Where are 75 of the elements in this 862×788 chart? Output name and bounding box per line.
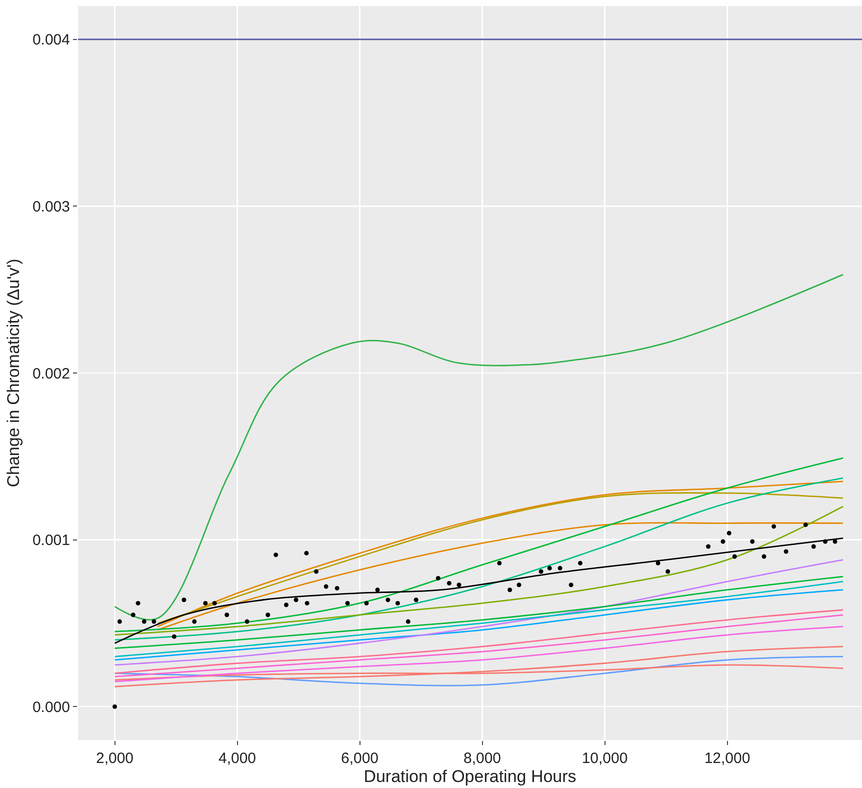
line-series — [114, 626, 844, 682]
point — [762, 554, 766, 559]
point — [324, 584, 328, 589]
point — [578, 560, 582, 566]
point — [224, 612, 230, 618]
point — [345, 600, 350, 606]
x-tick-label: 12,000 — [704, 750, 750, 767]
point — [772, 524, 776, 529]
point — [304, 550, 309, 556]
point — [406, 619, 410, 624]
point — [508, 588, 512, 592]
x-axis-title: Duration of Operating Hours — [364, 767, 576, 786]
point — [334, 586, 340, 590]
y-axis-title: Change in Chromaticity (Δu'v') — [4, 258, 24, 488]
point — [750, 539, 755, 544]
point — [314, 569, 319, 574]
point — [811, 544, 816, 549]
y-tick-label: 0.001 — [32, 532, 70, 550]
point — [832, 539, 838, 544]
line-series — [114, 646, 844, 688]
point — [304, 600, 310, 606]
line-series — [114, 559, 844, 666]
point — [192, 619, 197, 624]
point — [547, 566, 552, 570]
point — [212, 600, 217, 606]
x-tick-label: 6,000 — [340, 750, 379, 767]
point — [558, 566, 562, 570]
point — [395, 600, 400, 606]
point — [538, 569, 544, 574]
point — [456, 582, 462, 588]
x-tick-label: 8,000 — [463, 750, 502, 767]
point — [274, 552, 278, 558]
point — [112, 704, 117, 709]
y-tick-label: 0.004 — [32, 32, 70, 49]
point — [720, 539, 726, 544]
point — [706, 544, 711, 549]
point — [666, 569, 670, 574]
x-tick-label: 2,000 — [96, 750, 134, 767]
point — [414, 598, 418, 602]
point — [386, 598, 390, 602]
point — [364, 600, 369, 606]
point — [732, 554, 737, 559]
point — [784, 549, 788, 554]
point — [497, 560, 502, 566]
point — [375, 588, 380, 592]
y-tick-label: 0.002 — [32, 365, 70, 382]
line-series — [114, 576, 844, 649]
point — [823, 539, 828, 544]
point — [152, 619, 156, 624]
y-tick-label: 0.000 — [32, 698, 70, 716]
x-tick-label: 10,000 — [582, 750, 628, 767]
point — [294, 598, 298, 602]
point — [568, 582, 574, 588]
line-series — [114, 457, 844, 632]
point — [136, 600, 140, 606]
point — [130, 612, 136, 618]
point — [656, 560, 660, 566]
point — [203, 600, 208, 606]
point — [182, 598, 186, 602]
point — [726, 530, 732, 536]
point — [142, 619, 146, 624]
line-series — [114, 656, 844, 686]
y-tick-label: 0.003 — [32, 198, 70, 216]
point — [516, 582, 522, 588]
point — [436, 576, 440, 580]
line-series — [114, 537, 844, 644]
point — [266, 612, 270, 618]
point — [117, 619, 122, 624]
line-series — [114, 477, 844, 641]
x-tick-label: 4,000 — [218, 750, 256, 767]
point — [446, 580, 452, 586]
point — [244, 619, 250, 624]
point — [172, 634, 176, 639]
point — [284, 602, 288, 608]
point — [803, 522, 808, 528]
